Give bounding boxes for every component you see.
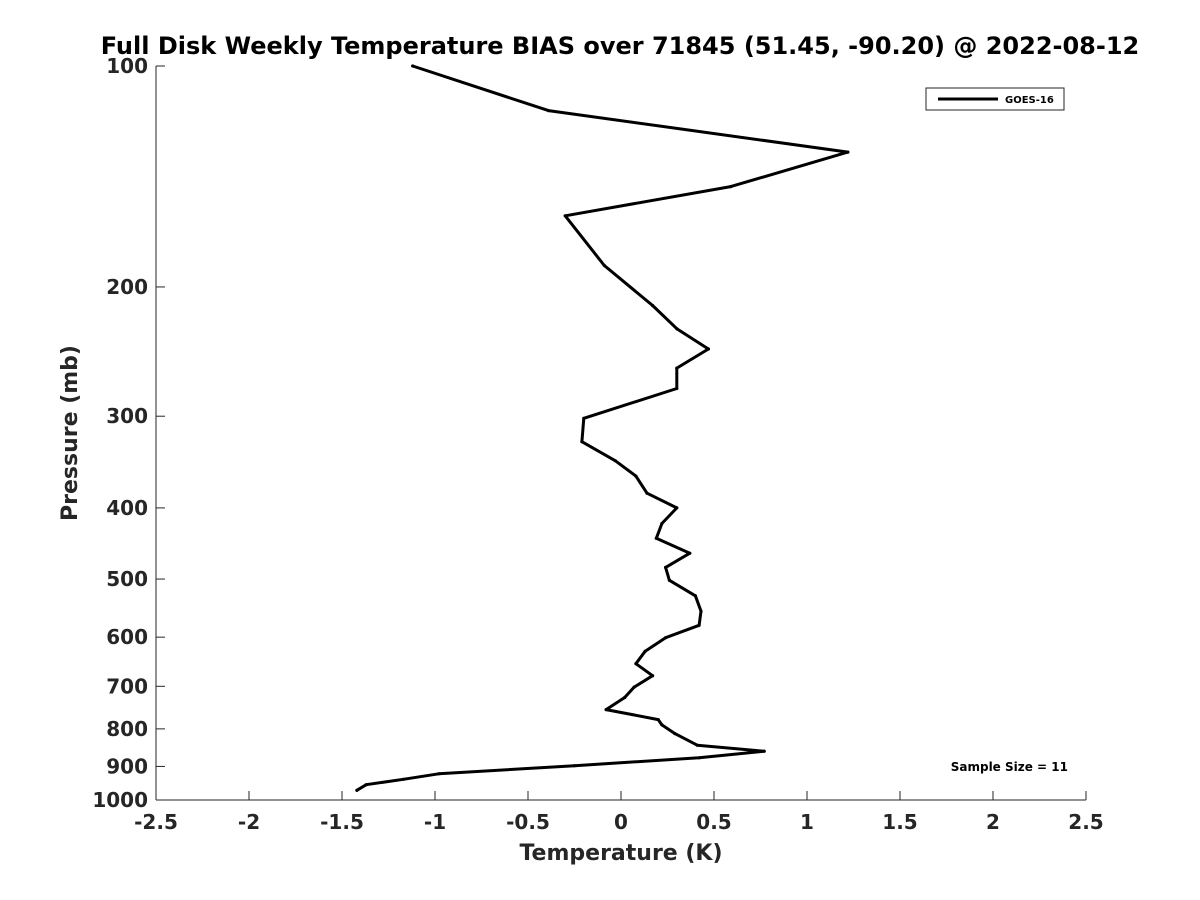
data-point: [660, 723, 664, 727]
y-axis-ticks: 100 200 300 400 500 600 700 800 900 1000: [92, 54, 165, 812]
data-point: [695, 743, 699, 747]
chart-title: Full Disk Weekly Temperature BIAS over 7…: [101, 32, 1140, 60]
series-line-goes-16: [355, 64, 850, 792]
x-tick-label: 0.5: [696, 810, 731, 834]
data-point: [546, 109, 551, 113]
data-point: [651, 674, 655, 678]
data-point: [632, 685, 636, 689]
sample-size-annotation: Sample Size = 11: [951, 760, 1068, 774]
y-tick-label: 300: [106, 404, 148, 428]
data-point: [634, 662, 638, 666]
data-point: [667, 578, 672, 582]
data-point: [846, 150, 850, 154]
y-tick-label: 800: [106, 717, 148, 741]
y-tick-label: 500: [106, 567, 148, 591]
data-point: [355, 788, 359, 792]
data-point: [664, 565, 668, 570]
x-tick-label: -1.5: [320, 810, 364, 834]
data-point: [693, 594, 698, 598]
data-point: [675, 506, 679, 510]
data-point: [654, 536, 658, 540]
data-point: [580, 440, 584, 444]
data-point: [572, 764, 577, 768]
data-point: [411, 64, 415, 68]
data-point: [634, 474, 638, 478]
data-point: [762, 749, 766, 753]
x-tick-label: 0: [614, 810, 628, 834]
data-point: [582, 416, 586, 420]
legend: GOES-16: [925, 87, 1065, 111]
x-tick-label: -1: [424, 810, 446, 834]
y-tick-label: 400: [106, 496, 148, 520]
data-point: [437, 772, 441, 776]
data-point: [651, 303, 655, 308]
data-point: [675, 327, 679, 331]
data-point: [699, 609, 703, 613]
legend-label-goes-16: GOES-16: [1005, 95, 1054, 106]
data-point: [675, 386, 679, 391]
data-point: [364, 783, 368, 787]
data-point: [623, 695, 627, 700]
plot-area: [155, 66, 1086, 801]
data-point: [645, 491, 649, 495]
x-tick-label: -2: [238, 810, 260, 834]
data-point: [604, 708, 608, 712]
x-tick-label: -2.5: [134, 810, 178, 834]
data-point: [697, 623, 701, 627]
data-point: [688, 551, 692, 555]
data-point: [613, 459, 618, 463]
x-tick-label: 2: [986, 810, 1000, 834]
y-axis-label: Pressure (mb): [58, 345, 83, 521]
x-axis-label: Temperature (K): [519, 841, 722, 866]
data-point: [563, 214, 567, 218]
data-point: [675, 366, 679, 370]
data-point: [401, 777, 405, 781]
x-tick-label: 1: [800, 810, 814, 834]
data-point: [664, 636, 668, 640]
data-point: [602, 263, 606, 268]
x-tick-label: 1.5: [882, 810, 917, 834]
data-point: [729, 185, 733, 189]
y-tick-label: 600: [106, 625, 148, 649]
y-tick-label: 100: [106, 54, 148, 78]
y-tick-label: 900: [106, 754, 148, 778]
y-tick-label: 1000: [92, 788, 148, 812]
y-tick-label: 700: [106, 674, 148, 698]
data-point: [656, 718, 660, 722]
x-tick-label: 2.5: [1068, 810, 1103, 834]
x-tick-label: -0.5: [506, 810, 550, 834]
x-axis-ticks: -2.5 -2 -1.5 -1 -0.5 0 0.5 1 1.5 2 2.5: [134, 791, 1104, 834]
data-point: [673, 732, 677, 736]
series-layer: [355, 64, 850, 792]
data-point: [706, 347, 711, 351]
y-tick-label: 200: [106, 275, 148, 299]
data-point: [660, 521, 664, 526]
data-point: [697, 756, 701, 760]
data-point: [643, 649, 647, 653]
